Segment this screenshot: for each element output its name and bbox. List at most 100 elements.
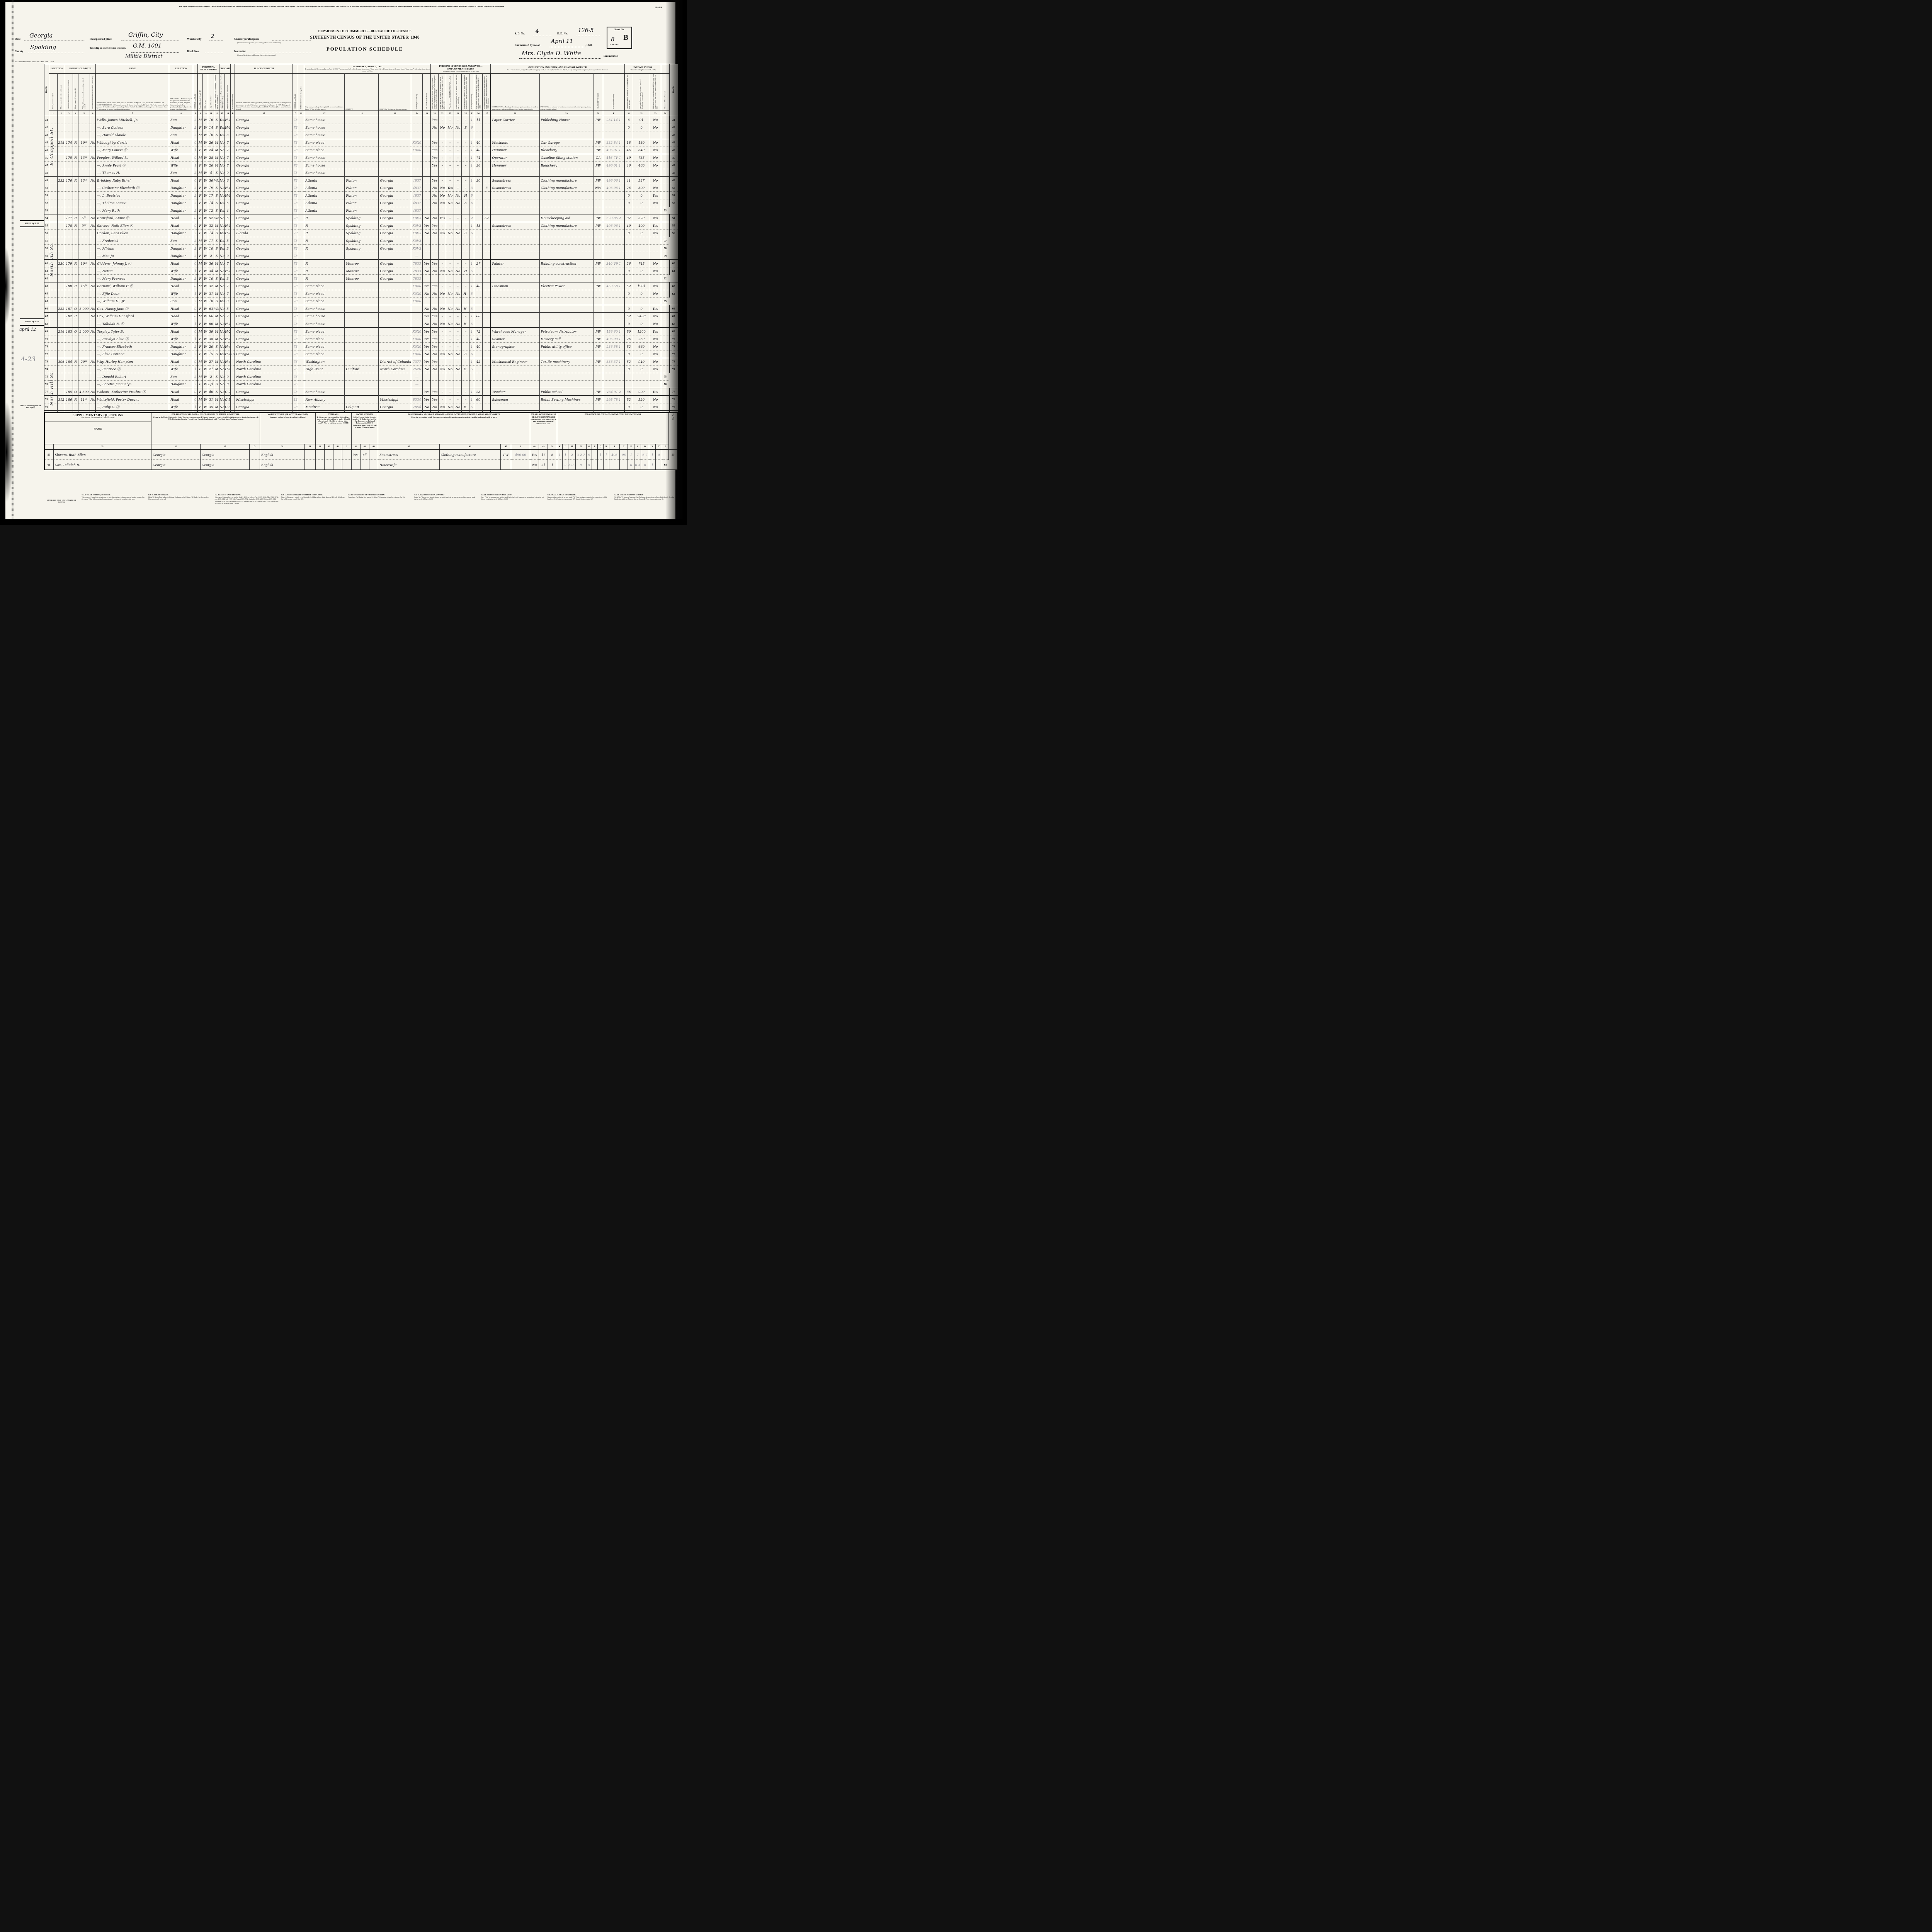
cell-emergency-work: No bbox=[438, 304, 446, 313]
cell-street bbox=[49, 289, 58, 298]
cell-age: 19 bbox=[208, 184, 214, 192]
cell-wages: 1901 bbox=[633, 282, 650, 290]
institution-note: (Name of institution and line on which e… bbox=[237, 54, 276, 56]
cell-engaged-in bbox=[461, 252, 469, 260]
cell-seeking-work: – bbox=[446, 221, 454, 230]
cell-street bbox=[49, 176, 58, 184]
cell-household-number bbox=[65, 297, 73, 305]
cell-attended-school: No bbox=[219, 342, 225, 350]
cell-code-a: 2 bbox=[193, 168, 198, 177]
cell-code-d: — bbox=[411, 252, 423, 260]
cell-code-a: 0 bbox=[193, 221, 198, 230]
cell-state-1935 bbox=[378, 372, 411, 381]
cell-code-b bbox=[230, 206, 235, 214]
cell-color-race: W bbox=[202, 403, 208, 411]
cell-code-e: 1 bbox=[469, 312, 474, 320]
cell-farm-household: No bbox=[90, 312, 96, 320]
cell-farm-household: No bbox=[90, 327, 96, 335]
census-title: SIXTEENTH CENSUS OF THE UNITED STATES: 1… bbox=[310, 35, 420, 40]
cell-marital-status: M bbox=[214, 403, 219, 411]
cell-color-race: W bbox=[202, 335, 208, 343]
supp-cell: 496 bbox=[609, 449, 620, 460]
cell-code-d: 7833 bbox=[411, 259, 423, 267]
cell-place-of-birth: Georgia bbox=[235, 146, 293, 154]
line-number: 65 bbox=[44, 297, 49, 305]
cell-owned-rented: O bbox=[73, 304, 78, 313]
cell-house-number bbox=[57, 365, 65, 373]
cell-place-of-birth: Georgia bbox=[235, 388, 293, 396]
cell-name: —, Annie Pearl ⓧ bbox=[95, 161, 169, 169]
cell-city-1935: Same house bbox=[304, 131, 345, 139]
supp-cell bbox=[315, 459, 325, 470]
supp-cell: 1 bbox=[628, 449, 634, 460]
cell-seeking-work: – bbox=[446, 153, 454, 162]
cell-marital-status: S bbox=[214, 380, 219, 388]
cell-hours-worked bbox=[474, 380, 483, 388]
cell-code-a: 2 bbox=[193, 184, 198, 192]
cell-class-of-worker: PW bbox=[593, 221, 603, 230]
cell-hours-worked bbox=[474, 274, 483, 282]
cell-occupation: Seamstress bbox=[490, 176, 540, 184]
cell-emergency-work bbox=[438, 236, 446, 245]
cell-seeking-work: – bbox=[446, 327, 454, 335]
cell-owned-rented bbox=[73, 267, 78, 275]
cell-code-d: 4837 bbox=[411, 176, 423, 184]
cell-wages bbox=[633, 168, 650, 177]
cell-sex: M bbox=[197, 131, 203, 139]
cell-code-f bbox=[602, 297, 625, 305]
cell-house-number bbox=[57, 123, 65, 131]
cell-household-number bbox=[65, 380, 73, 388]
cell-city-1935: Same place bbox=[304, 297, 345, 305]
cell-house-number bbox=[57, 184, 65, 192]
cell-class-of-worker bbox=[593, 229, 603, 237]
cell-code-c: 78 bbox=[293, 244, 298, 252]
supp-cell: 1 bbox=[603, 449, 609, 460]
cell-occupation bbox=[490, 289, 540, 298]
cell-code-d bbox=[411, 168, 423, 177]
cell-color-race: W bbox=[202, 206, 208, 214]
cell-marital-status: M bbox=[214, 335, 219, 343]
column-header-place-of-birth: If born in the United States, give State… bbox=[235, 73, 293, 111]
cell-emergency-work bbox=[438, 380, 446, 388]
column-number-engaged-in: 25 bbox=[461, 111, 469, 116]
supp-cell bbox=[556, 459, 563, 470]
cell-house-number bbox=[57, 221, 65, 230]
cell-class-of-worker: OA bbox=[593, 153, 603, 162]
footnote: Col. 16. CITIZENSHIP OF THE FOREIGN BORN… bbox=[348, 494, 405, 498]
cell-unemployment-weeks bbox=[482, 267, 491, 275]
cell-farm-household bbox=[90, 335, 96, 343]
supp-column-number: 36 bbox=[151, 444, 201, 450]
cell-county-1935 bbox=[344, 297, 379, 305]
cell-name: Wells, James Mitchell, Jr. bbox=[95, 116, 169, 124]
cell-code-a: 1 bbox=[193, 161, 198, 169]
cell-wages bbox=[633, 206, 650, 214]
cell-code-e: 5 bbox=[469, 289, 474, 298]
cell-code-c: 78 bbox=[293, 282, 298, 290]
cell-owned-rented bbox=[73, 350, 78, 358]
person-row-60: 60 230 179 R 10⁰⁰ No Giddens, Johnny J. ⓧ Head 0… bbox=[44, 259, 678, 267]
cell-home-value bbox=[78, 380, 90, 388]
cell-relation: Daughter bbox=[169, 252, 193, 260]
cell-name: Willoughby, Curtis bbox=[95, 138, 169, 146]
cell-code-b bbox=[230, 357, 235, 366]
cell-had-job: No bbox=[454, 289, 462, 298]
cell-house-number bbox=[57, 131, 65, 139]
gpo-imprint: U. S. GOVERNMENT PRINTING OFFICE 16—1157… bbox=[15, 61, 54, 63]
cell-house-number bbox=[57, 161, 65, 169]
cell-farm-household bbox=[90, 168, 96, 177]
cell-weeks-worked: 40 bbox=[624, 221, 633, 230]
cell-seeking-work: – bbox=[446, 214, 454, 222]
cell-code-f bbox=[602, 380, 625, 388]
cell-class-of-worker bbox=[593, 297, 603, 305]
cell-code-c: 78 bbox=[293, 153, 298, 162]
cell-citizenship bbox=[298, 214, 304, 222]
cell-age: 66 bbox=[208, 312, 214, 320]
group-header: OCCUPATION, INDUSTRY, AND CLASS OF WORKE… bbox=[490, 64, 625, 74]
line-number: 54 bbox=[44, 214, 49, 222]
cell-farm-household bbox=[90, 116, 96, 124]
cell-house-number: 306 bbox=[57, 357, 65, 366]
cell-hours-worked bbox=[474, 244, 483, 252]
cell-home-value bbox=[78, 191, 90, 199]
cell-code-b bbox=[230, 123, 235, 131]
cell-engaged-in: – bbox=[461, 259, 469, 267]
